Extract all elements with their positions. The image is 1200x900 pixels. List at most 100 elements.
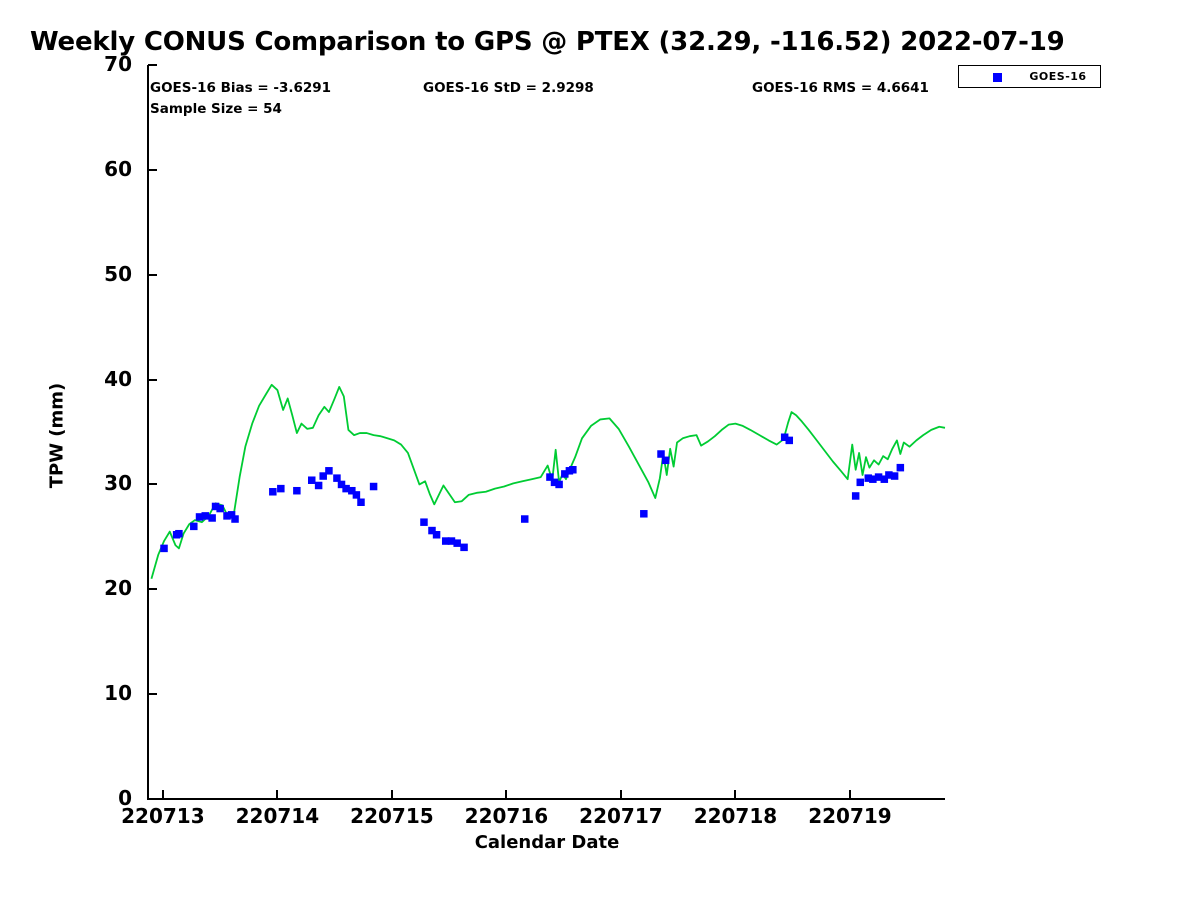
data-point-marker (352, 491, 361, 499)
data-point-marker (896, 463, 905, 472)
data-point-marker (555, 480, 563, 489)
data-point-marker (569, 466, 577, 474)
goes16-scatter-series (160, 433, 905, 553)
stat-rms-label: GOES-16 RMS = 4.6641 (752, 80, 929, 96)
y-axis-line (147, 65, 149, 800)
y-tick-label: 30 (104, 471, 132, 496)
data-point-marker (223, 512, 231, 520)
data-point-marker (856, 478, 865, 487)
data-point-marker (277, 484, 285, 493)
data-point-marker (208, 514, 216, 522)
data-point-marker (520, 515, 529, 523)
data-point-marker (308, 476, 316, 484)
data-point-marker (325, 467, 333, 475)
x-axis-title: Calendar Date (474, 832, 620, 853)
data-point-marker (211, 502, 220, 511)
data-point-marker (342, 484, 350, 493)
data-point-marker (337, 480, 346, 489)
chart-legend: GOES-16 (958, 65, 1101, 88)
data-point-marker (441, 537, 450, 545)
data-point-marker (546, 473, 554, 481)
data-point-marker (348, 486, 356, 495)
y-tick-mark (148, 273, 157, 276)
y-tick-label: 50 (104, 261, 132, 286)
x-axis-line (147, 798, 945, 800)
x-tick-mark (161, 790, 164, 799)
x-tick-label: 220713 (121, 804, 205, 828)
stat-std-label: GOES-16 StD = 2.9298 (423, 80, 594, 96)
y-tick-mark (148, 64, 157, 66)
data-point-marker (453, 539, 461, 547)
data-point-marker (640, 510, 648, 518)
y-tick-label: 20 (104, 576, 132, 601)
data-point-marker (420, 518, 428, 526)
x-tick-label: 220716 (464, 804, 549, 828)
x-tick-label: 220718 (693, 804, 778, 828)
x-tick-label: 220719 (808, 804, 892, 828)
y-tick-mark (148, 483, 157, 486)
data-point-marker (447, 537, 456, 545)
data-point-marker (319, 472, 327, 480)
data-point-marker (661, 456, 670, 465)
y-tick-mark (148, 693, 157, 696)
y-tick-mark (148, 378, 157, 381)
x-tick-mark (848, 790, 851, 799)
data-point-marker (780, 433, 789, 441)
data-point-marker (216, 504, 224, 513)
y-axis-title: TPW (mm) (46, 382, 68, 489)
y-tick-mark (148, 798, 157, 800)
data-point-marker (172, 531, 181, 539)
x-tick-label: 220715 (350, 804, 434, 828)
data-point-marker (565, 467, 574, 475)
data-point-marker (314, 481, 323, 490)
y-tick-label: 0 (118, 786, 132, 810)
data-point-marker (851, 492, 860, 500)
data-point-marker (369, 482, 378, 491)
stat-bias-label: GOES-16 Bias = -3.6291 (150, 80, 332, 96)
x-tick-mark (505, 790, 508, 799)
data-point-marker (190, 522, 198, 531)
data-point-marker (333, 474, 341, 482)
data-point-marker (550, 478, 559, 487)
y-tick-label: 60 (104, 156, 132, 181)
stat-sample-size-label: Sample Size = 54 (150, 101, 282, 117)
data-point-marker (357, 498, 365, 506)
y-tick-label: 70 (104, 52, 132, 76)
data-point-marker (160, 544, 168, 553)
x-tick-mark (734, 790, 737, 799)
data-point-marker (561, 470, 569, 478)
data-point-marker (269, 488, 277, 496)
legend-marker-icon (993, 73, 1002, 82)
data-point-marker (293, 486, 301, 495)
data-point-marker (428, 526, 436, 535)
x-tick-label: 220717 (579, 804, 663, 828)
data-point-marker (874, 473, 883, 481)
x-tick-mark (619, 790, 622, 799)
data-point-marker (869, 475, 877, 483)
data-point-marker (175, 529, 183, 538)
data-point-marker (890, 472, 899, 480)
data-point-marker (432, 531, 441, 539)
data-point-marker (195, 513, 204, 521)
y-tick-label: 40 (104, 366, 132, 391)
x-tick-label: 220714 (235, 804, 320, 828)
data-point-marker (231, 515, 239, 523)
x-tick-mark (390, 790, 393, 799)
y-tick-mark (148, 588, 157, 591)
data-point-marker (201, 512, 210, 520)
data-point-marker (657, 450, 665, 458)
gps-line-series (150, 383, 946, 580)
data-point-marker (227, 511, 236, 519)
data-point-marker (864, 474, 873, 482)
y-tick-label: 10 (104, 681, 132, 706)
data-point-marker (460, 543, 468, 552)
y-tick-mark (148, 168, 157, 171)
legend-entry-label: GOES-16 (1029, 70, 1087, 83)
page-title: Weekly CONUS Comparison to GPS @ PTEX (3… (30, 27, 1065, 57)
data-point-marker (885, 471, 893, 479)
x-tick-mark (276, 790, 279, 799)
data-point-marker (785, 436, 794, 445)
gps-line-path (150, 383, 946, 580)
